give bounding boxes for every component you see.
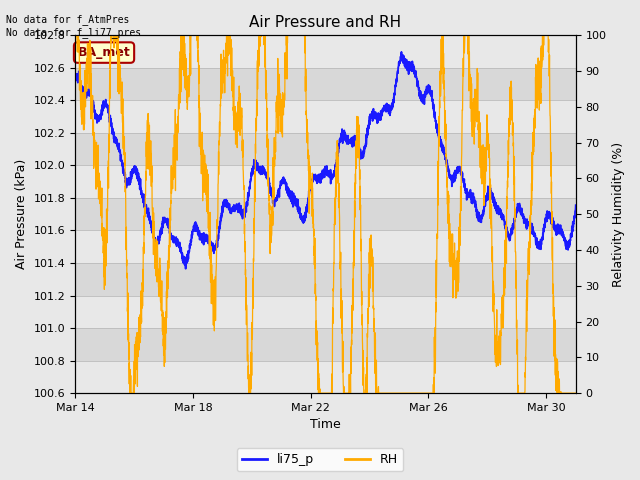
Line: li75_p: li75_p (75, 52, 576, 269)
li75_p (563, 246, 570, 252)
Text: No data for f_AtmPres
No data for f_li77_pres: No data for f_AtmPres No data for f_li77… (6, 14, 141, 38)
Y-axis label: Relativity Humidity (%): Relativity Humidity (%) (612, 142, 625, 287)
li75_p (397, 49, 405, 55)
RH (71, 34, 79, 40)
li75_p (572, 202, 580, 208)
Y-axis label: Air Pressure (kPa): Air Pressure (kPa) (15, 159, 28, 269)
RH (572, 390, 580, 396)
Bar (75, 198, 576, 230)
li75_p (158, 227, 166, 233)
RH (264, 132, 271, 138)
li75_p (264, 171, 271, 177)
Bar (75, 68, 576, 100)
Title: Air Pressure and RH: Air Pressure and RH (250, 15, 401, 30)
Line: RH: RH (75, 36, 576, 393)
Bar (75, 328, 576, 360)
X-axis label: Time: Time (310, 419, 341, 432)
Bar (75, 133, 576, 166)
li75_p (285, 192, 293, 198)
Bar (75, 296, 576, 328)
Bar (75, 36, 576, 68)
li75_p (182, 266, 189, 272)
RH (126, 390, 134, 396)
Bar (75, 230, 576, 263)
Bar (75, 263, 576, 296)
RH (285, 33, 293, 38)
Legend: li75_p, RH: li75_p, RH (237, 448, 403, 471)
li75_p (71, 78, 79, 84)
Text: BA_met: BA_met (77, 46, 131, 59)
Bar (75, 100, 576, 133)
li75_p (129, 173, 136, 179)
RH (159, 311, 166, 317)
RH (563, 390, 570, 396)
li75_p (508, 230, 516, 236)
RH (72, 33, 79, 38)
RH (129, 390, 136, 396)
Bar (75, 360, 576, 393)
RH (508, 100, 516, 106)
Bar (75, 166, 576, 198)
